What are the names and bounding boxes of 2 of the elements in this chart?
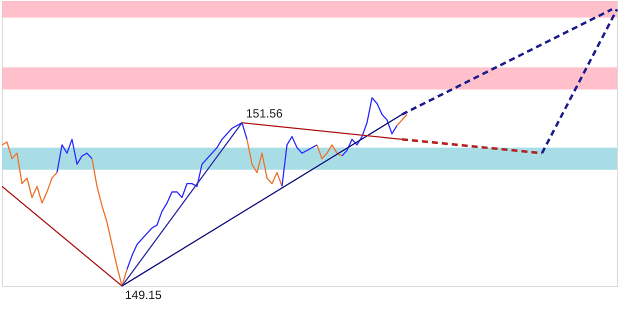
text: 149.15 [125,288,162,302]
annotation: 151.56 [246,106,284,121]
